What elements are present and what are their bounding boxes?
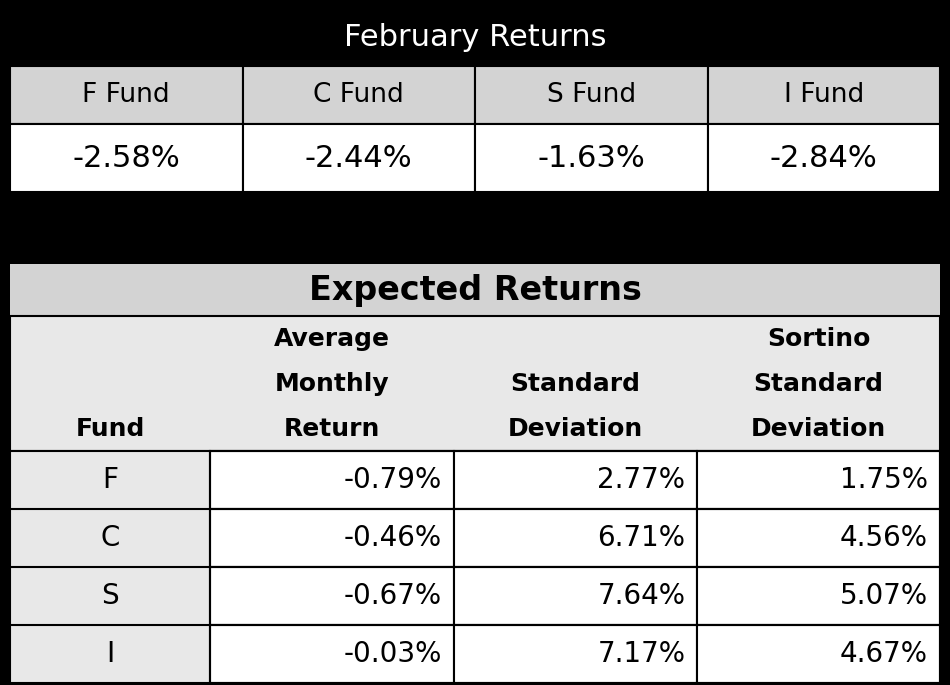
Text: I: I bbox=[105, 640, 114, 668]
Bar bbox=[453, 625, 697, 683]
Text: 4.67%: 4.67% bbox=[840, 640, 928, 668]
Text: -2.44%: -2.44% bbox=[305, 143, 412, 173]
Bar bbox=[453, 567, 697, 625]
Bar bbox=[453, 451, 697, 509]
Text: 5.07%: 5.07% bbox=[840, 582, 928, 610]
Bar bbox=[697, 451, 940, 509]
Bar bbox=[10, 316, 940, 451]
Bar bbox=[10, 509, 210, 567]
Text: -0.67%: -0.67% bbox=[344, 582, 442, 610]
Text: Fund: Fund bbox=[75, 416, 144, 440]
Text: F: F bbox=[102, 466, 118, 494]
Text: Return: Return bbox=[284, 416, 380, 440]
Bar bbox=[697, 509, 940, 567]
Text: 7.17%: 7.17% bbox=[598, 640, 685, 668]
Text: I Fund: I Fund bbox=[784, 82, 864, 108]
Bar bbox=[10, 264, 940, 316]
Bar bbox=[210, 451, 453, 509]
Text: 6.71%: 6.71% bbox=[598, 524, 685, 552]
Text: 7.64%: 7.64% bbox=[598, 582, 685, 610]
Text: S Fund: S Fund bbox=[546, 82, 636, 108]
Bar bbox=[242, 124, 475, 192]
Text: Deviation: Deviation bbox=[508, 416, 643, 440]
Bar bbox=[475, 124, 708, 192]
Text: Standard: Standard bbox=[753, 371, 884, 395]
Bar bbox=[210, 509, 453, 567]
Bar bbox=[475, 66, 708, 124]
Bar bbox=[242, 66, 475, 124]
Bar bbox=[10, 316, 940, 451]
Text: -2.58%: -2.58% bbox=[72, 143, 180, 173]
Text: S: S bbox=[101, 582, 119, 610]
Text: -0.79%: -0.79% bbox=[343, 466, 442, 494]
Text: February Returns: February Returns bbox=[344, 23, 606, 51]
Bar bbox=[10, 124, 242, 192]
Text: -0.46%: -0.46% bbox=[344, 524, 442, 552]
Text: -0.03%: -0.03% bbox=[343, 640, 442, 668]
Text: Monthly: Monthly bbox=[275, 371, 389, 395]
Text: -2.84%: -2.84% bbox=[770, 143, 878, 173]
Text: Sortino: Sortino bbox=[767, 327, 870, 351]
Bar bbox=[10, 451, 940, 683]
Text: F Fund: F Fund bbox=[83, 82, 170, 108]
Text: 4.56%: 4.56% bbox=[840, 524, 928, 552]
Bar bbox=[708, 66, 940, 124]
Bar bbox=[453, 509, 697, 567]
Bar bbox=[697, 625, 940, 683]
Bar bbox=[10, 66, 242, 124]
Bar bbox=[697, 567, 940, 625]
Text: Deviation: Deviation bbox=[751, 416, 886, 440]
Text: -1.63%: -1.63% bbox=[538, 143, 645, 173]
Text: Standard: Standard bbox=[510, 371, 640, 395]
Text: 2.77%: 2.77% bbox=[598, 466, 685, 494]
Text: Expected Returns: Expected Returns bbox=[309, 273, 641, 306]
Bar bbox=[210, 567, 453, 625]
Bar bbox=[10, 625, 210, 683]
Text: C: C bbox=[101, 524, 120, 552]
Bar bbox=[708, 124, 940, 192]
Text: 1.75%: 1.75% bbox=[840, 466, 928, 494]
Bar bbox=[10, 8, 940, 66]
Bar bbox=[10, 451, 210, 509]
Bar bbox=[10, 192, 940, 264]
Text: Average: Average bbox=[274, 327, 389, 351]
Bar bbox=[210, 625, 453, 683]
Text: C Fund: C Fund bbox=[314, 82, 404, 108]
Bar bbox=[10, 567, 210, 625]
